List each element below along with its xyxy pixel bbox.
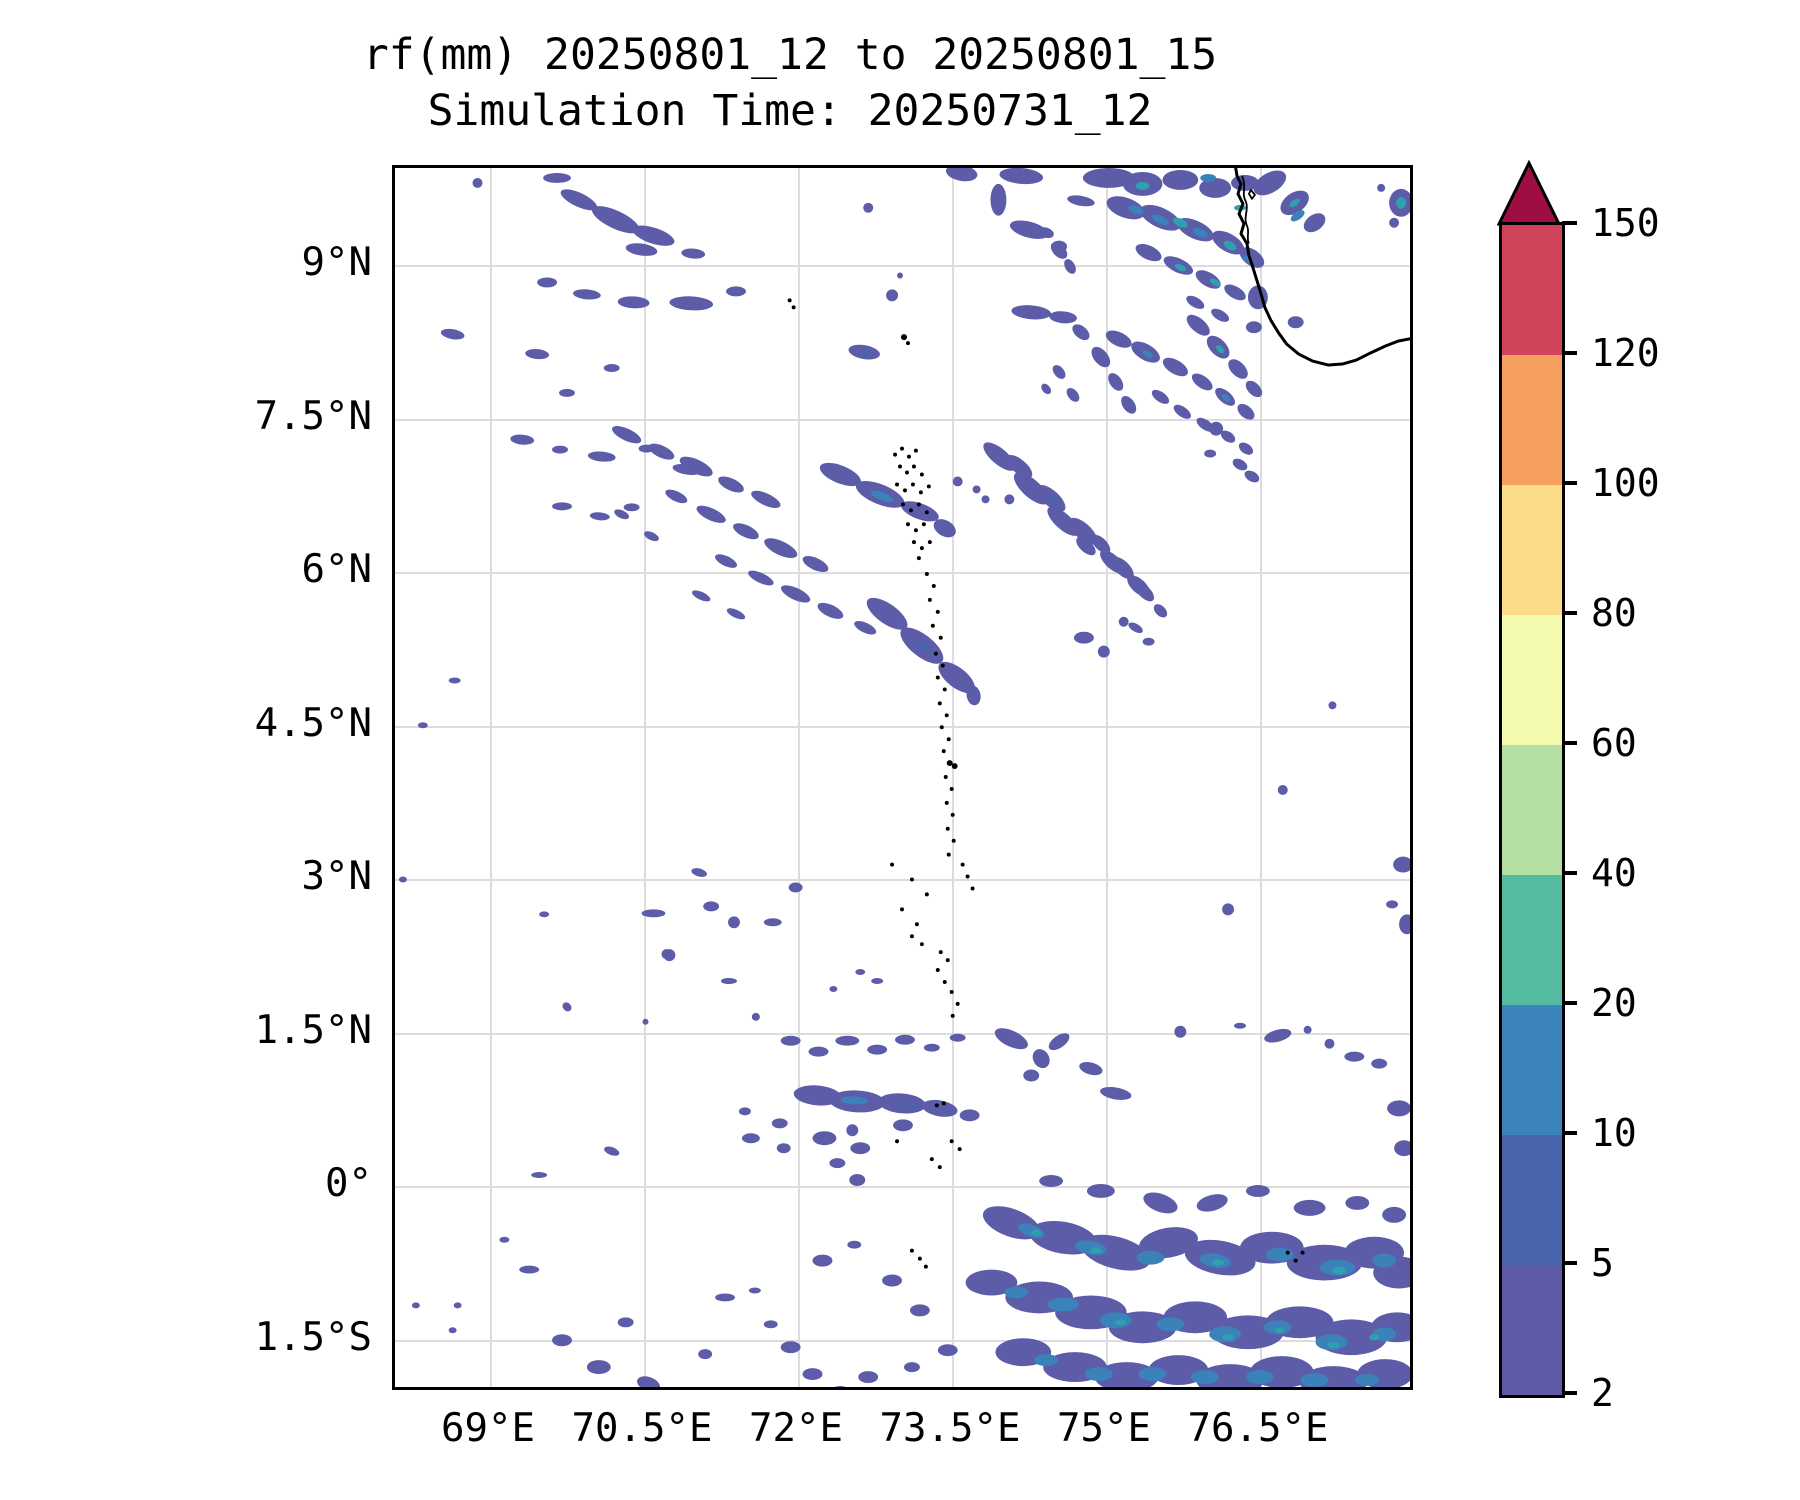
colorbar-tick-label: 5 bbox=[1591, 1241, 1614, 1285]
gridline-horizontal bbox=[395, 1033, 1410, 1035]
gridline-vertical bbox=[1260, 168, 1262, 1387]
gridline-vertical bbox=[490, 168, 492, 1387]
colorbar-tick-label: 150 bbox=[1591, 201, 1660, 245]
y-tick-label: 4.5°N bbox=[254, 701, 372, 746]
colorbar-segment bbox=[1502, 1265, 1562, 1395]
colorbar-tick-label: 60 bbox=[1591, 721, 1637, 765]
coastline bbox=[1248, 188, 1256, 200]
gridline-vertical bbox=[1106, 168, 1108, 1387]
colorbar-tick bbox=[1562, 741, 1577, 745]
colorbar-tick bbox=[1562, 1001, 1577, 1005]
colorbar-over-arrow bbox=[1497, 160, 1561, 226]
colorbar-segment bbox=[1502, 1005, 1562, 1135]
gridline-vertical bbox=[952, 168, 954, 1387]
colorbar-segment bbox=[1502, 485, 1562, 615]
gridline-horizontal bbox=[395, 419, 1410, 421]
gridline-vertical bbox=[644, 168, 646, 1387]
colorbar-tick bbox=[1562, 481, 1577, 485]
coastline bbox=[1241, 175, 1250, 245]
y-tick-label: 1.5°N bbox=[254, 1008, 372, 1053]
figure-subtitle: Simulation Time: 20250731_12 bbox=[427, 86, 1153, 136]
y-tick-label: 3°N bbox=[301, 854, 372, 899]
colorbar-tick-label: 80 bbox=[1591, 591, 1637, 635]
colorbar-segment bbox=[1502, 875, 1562, 1005]
figure-title: rf(mm) 20250801_12 to 20250801_15 bbox=[362, 30, 1218, 80]
colorbar-tick-label: 100 bbox=[1591, 461, 1660, 505]
colorbar-segments bbox=[1499, 222, 1565, 1398]
x-tick-label: 73.5°E bbox=[879, 1406, 1021, 1451]
x-tick-label: 69°E bbox=[441, 1406, 535, 1451]
colorbar-tick-label: 40 bbox=[1591, 851, 1637, 895]
colorbar-tick bbox=[1562, 1131, 1577, 1135]
colorbar-tick-label: 2 bbox=[1591, 1371, 1614, 1415]
colorbar-segment bbox=[1502, 615, 1562, 745]
gridline-horizontal bbox=[395, 572, 1410, 574]
colorbar-segment bbox=[1502, 225, 1562, 355]
colorbar-tick bbox=[1562, 611, 1577, 615]
colorbar-tick bbox=[1562, 1391, 1577, 1395]
y-tick-label: 7.5°N bbox=[254, 394, 372, 439]
coastline bbox=[1234, 168, 1410, 367]
gridline-horizontal bbox=[395, 726, 1410, 728]
x-tick-label: 76.5°E bbox=[1187, 1406, 1329, 1451]
colorbar-tick-label: 10 bbox=[1591, 1111, 1637, 1155]
gridline-horizontal bbox=[395, 265, 1410, 267]
colorbar-tick bbox=[1562, 221, 1577, 225]
x-tick-label: 70.5°E bbox=[571, 1406, 713, 1451]
gridline-vertical bbox=[798, 168, 800, 1387]
colorbar-segment bbox=[1502, 1135, 1562, 1265]
colorbar-tick bbox=[1562, 351, 1577, 355]
colorbar-tick bbox=[1562, 1261, 1577, 1265]
colorbar-segment bbox=[1502, 745, 1562, 875]
y-tick-label: 0° bbox=[325, 1161, 372, 1206]
rainfall-contours bbox=[398, 168, 1410, 1387]
colorbar-tick bbox=[1562, 871, 1577, 875]
colorbar-tick-label: 120 bbox=[1591, 331, 1660, 375]
gridline-horizontal bbox=[395, 1340, 1410, 1342]
gridline-horizontal bbox=[395, 1186, 1410, 1188]
gridline-horizontal bbox=[395, 879, 1410, 881]
y-tick-label: 1.5°S bbox=[254, 1315, 372, 1360]
y-tick-label: 6°N bbox=[301, 547, 372, 592]
y-tick-label: 9°N bbox=[301, 240, 372, 285]
colorbar-tick-label: 20 bbox=[1591, 981, 1637, 1025]
x-tick-label: 72°E bbox=[749, 1406, 843, 1451]
x-tick-label: 75°E bbox=[1057, 1406, 1151, 1451]
colorbar-segment bbox=[1502, 355, 1562, 485]
map-plot-area bbox=[392, 165, 1413, 1390]
